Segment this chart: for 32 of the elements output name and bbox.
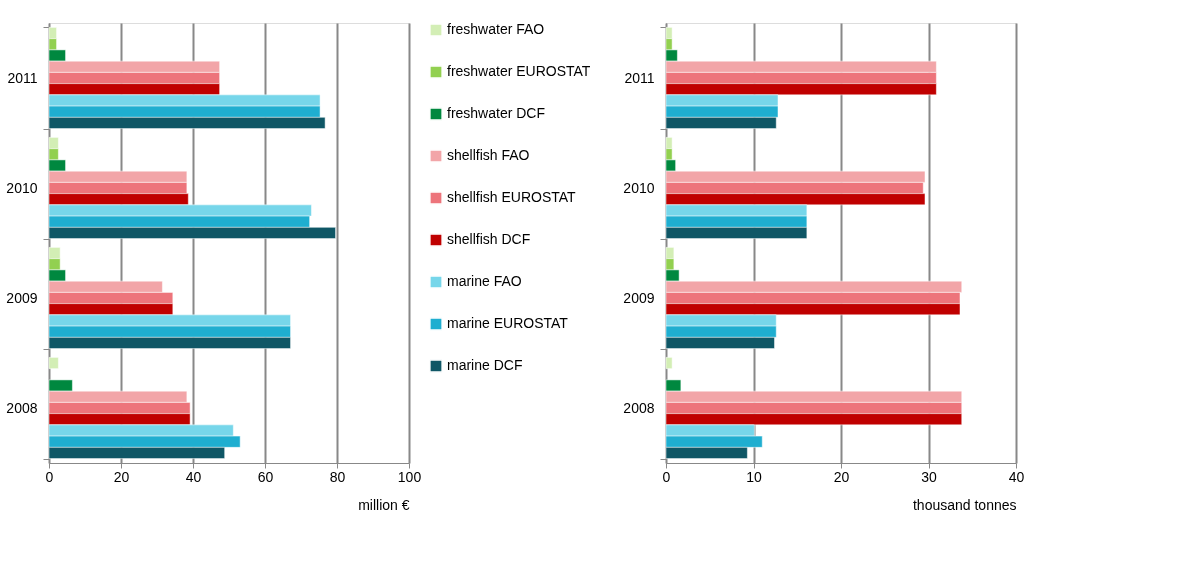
x-tick-label: 0: [45, 468, 54, 485]
x-tick-label: 60: [257, 468, 274, 485]
legend-label: marine DCF: [447, 357, 523, 373]
legend-label: freshwater DCF: [447, 105, 546, 121]
legend-label: shellfish EUROSTAT: [447, 189, 577, 205]
y-tick-label: 2009: [6, 289, 38, 306]
y-tick-label: 2008: [6, 399, 38, 416]
y-tick-label: 2009: [623, 289, 655, 306]
x-tick-label: 40: [185, 468, 202, 485]
y-tick-label: 2011: [624, 69, 655, 86]
x-tick-label: 0: [662, 468, 671, 485]
legend-label: marine FAO: [447, 273, 522, 289]
legend-label: shellfish FAO: [447, 147, 530, 163]
y-tick-label: 2010: [6, 179, 38, 196]
legend-label: freshwater EUROSTAT: [447, 63, 591, 79]
y-tick-label: 2010: [623, 179, 655, 196]
x-tick-label: 20: [113, 468, 130, 485]
x-tick-label: 40: [1008, 468, 1025, 485]
x-tick-label: 10: [746, 468, 762, 485]
bar: [48, 357, 59, 369]
x-tick-label: 30: [921, 468, 937, 485]
x-axis-title: thousand tonnes: [912, 496, 1017, 513]
x-tick-label: 20: [833, 468, 850, 485]
x-axis-title: million €: [358, 496, 410, 513]
y-tick-label: 2011: [7, 69, 38, 86]
bar: [665, 357, 673, 369]
legend-label: freshwater FAO: [447, 21, 545, 37]
legend-label: marine EUROSTAT: [447, 315, 569, 331]
x-tick-label: 100: [397, 468, 422, 485]
legend-label: shellfish DCF: [447, 231, 531, 247]
x-tick-label: 80: [329, 468, 346, 485]
y-tick-label: 2008: [623, 399, 655, 416]
